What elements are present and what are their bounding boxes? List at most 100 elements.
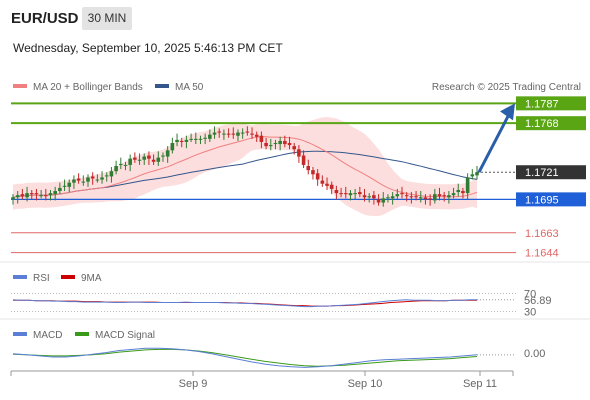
resistance-label-2: 1.1768 [525,118,559,130]
candle-body [376,199,381,203]
candle-body [123,164,128,166]
candle-body [34,193,39,195]
candle-body [165,150,170,157]
macd-legend-label: MACD [33,330,62,341]
candle-body [175,139,179,142]
candle-body [329,184,334,189]
candle-body [25,193,29,198]
candle-body [292,146,297,150]
candle-body [62,185,67,187]
ma50-legend-label: MA 50 [175,82,204,93]
time-axis-label: Sep 11 [463,378,497,390]
candle-body [245,131,250,133]
candle-body [287,143,292,146]
candle-body [95,179,100,181]
macd-signal-line [12,348,478,367]
candle-body [72,179,76,183]
candle-body [133,157,137,160]
rsi-last-value: 56.89 [524,295,552,307]
macd-last-value: 0.00 [524,348,545,360]
candle-body [147,155,151,159]
candle-body [283,140,287,145]
candle-body [433,194,437,201]
candle-body [409,196,414,198]
candle-body [20,194,25,197]
rsi-line [12,299,477,308]
candle-body [104,175,109,177]
candle-body [226,133,231,135]
candle-body [343,193,348,195]
candle-body [53,191,57,195]
candle-body [456,189,461,193]
candle-body [236,132,240,136]
macd-signal-legend-swatch [75,332,89,336]
candle-body [67,182,72,187]
candle-body [442,195,446,197]
candle-body [29,193,34,195]
main-legend: MA 20 + Bollinger Bands MA 50 Research ©… [13,82,581,93]
candle-body [198,138,203,140]
candle-body [475,172,479,176]
candle-body [386,197,390,199]
resistance-label-1-box [516,96,586,111]
macd-line [12,347,478,368]
candle-body [362,195,367,198]
candle-body [428,198,432,200]
rsi-70-tick: 70 [524,289,536,301]
candle-body [353,193,357,195]
resistance-label-1: 1.1787 [525,98,559,110]
candle-body [437,194,442,197]
ma20-line [12,136,478,198]
candle-body [170,143,175,151]
time-axis-label: Sep 9 [179,378,208,390]
time-axis: Sep 9 Sep 10 Sep 11 [10,370,514,390]
credit-text: Research © 2025 Trading Central [432,82,581,93]
candle-body [81,181,86,183]
candle-body [381,198,386,203]
chart-header: EUR/USD 30 MIN [0,0,590,36]
forecast-arrow-shaft [477,115,510,173]
candle-body [367,196,372,198]
candle-body [254,134,259,137]
candle-body [231,133,236,135]
candle-body [11,197,15,200]
candle-body [311,170,315,175]
candle-body [39,195,43,197]
candle-body [90,176,95,179]
resistance-label-2-box [516,116,586,131]
candle-body [259,135,264,142]
pivot-label-box [516,192,586,207]
ma50-legend-swatch [155,84,169,88]
candle-body [465,177,470,194]
candle-body [273,143,278,145]
support-label-2: 1.1644 [525,248,559,260]
rsi-legend-label: RSI [33,273,50,284]
candle-body [404,195,409,197]
candle-body [193,138,198,140]
rsi-ma-legend-label: 9MA [81,273,102,284]
candle-body [48,193,53,196]
timestamp: Wednesday, September 10, 2025 5:46:13 PM… [13,41,283,55]
timeframe-badge[interactable]: 30 MIN [82,7,132,30]
candle-body [325,183,329,186]
candle-body [320,180,325,184]
ma20-legend-swatch [13,84,27,88]
candle-body [208,134,212,139]
candle-body [100,177,104,180]
candle-body [278,140,282,145]
candle-body [44,195,48,197]
candle-body [212,132,217,135]
candle-body [451,193,456,196]
candle-body [189,138,193,140]
candle-body [184,139,189,142]
candle-body [217,131,222,133]
symbol-title: EUR/USD [11,10,79,27]
candle-body [203,137,207,139]
candle-body [339,193,343,195]
macd-panel: 0.00 [12,347,545,368]
candle-body [151,159,156,162]
candle-body [15,195,20,198]
pivot-label: 1.1695 [525,194,559,206]
candle-body [156,157,161,162]
